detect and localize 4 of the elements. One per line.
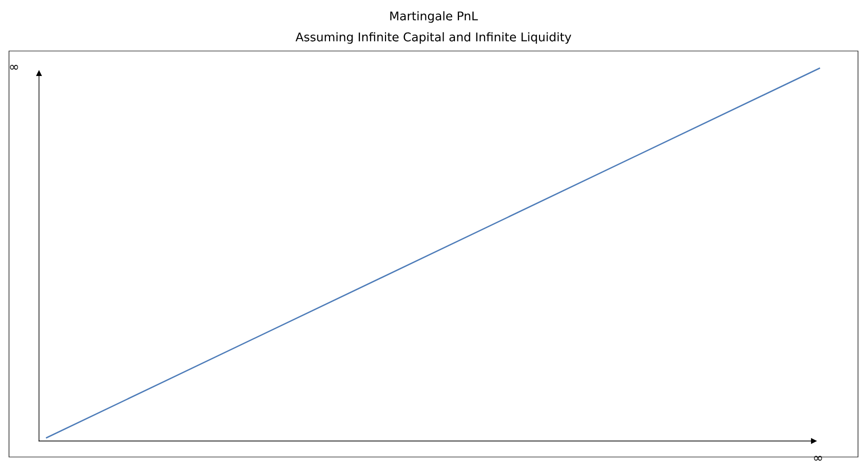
annotation: ∞ <box>10 64 18 70</box>
chart-title: Martingale PnL <box>390 11 478 23</box>
chart-subtitle: Assuming Infinite Capital and Infinite Liquidity <box>296 32 572 44</box>
text: ∞ <box>814 456 822 461</box>
